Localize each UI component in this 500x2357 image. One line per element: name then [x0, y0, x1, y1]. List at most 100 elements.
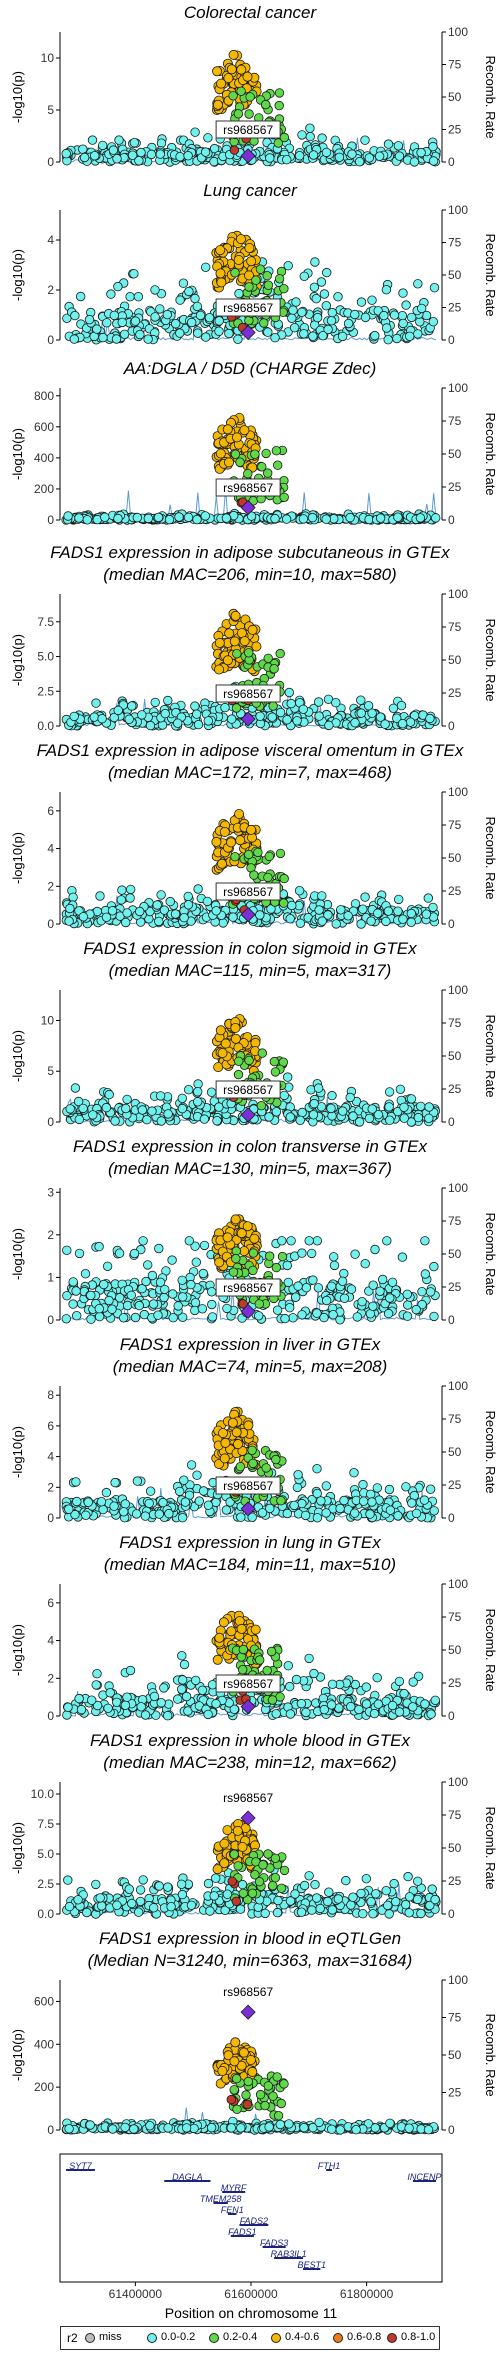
y2-tick-label: 100: [448, 1578, 468, 1591]
snp-point: [174, 1486, 185, 1497]
snp-point: [221, 1505, 232, 1515]
y2-tick-label: 100: [448, 382, 468, 395]
snp-point: [177, 1312, 188, 1323]
snp-point: [211, 836, 222, 847]
snp-point: [112, 154, 122, 164]
snp-point: [273, 138, 284, 148]
snp-point: [421, 909, 432, 919]
snp-point: [395, 1084, 406, 1095]
snp-point: [257, 1048, 268, 1058]
snp-point: [367, 1104, 377, 1114]
snp-point: [222, 1825, 233, 1836]
snp-point: [409, 157, 420, 167]
snp-point: [109, 712, 119, 723]
y-tick-label: 5.0: [37, 650, 54, 664]
y-axis-title: -log10(p): [10, 1426, 25, 1478]
snp-point: [291, 1674, 302, 1685]
snp-point: [274, 100, 284, 111]
snp-point: [367, 1497, 377, 1507]
snp-point: [312, 1893, 322, 1903]
snp-point: [163, 1699, 174, 1709]
snp-point: [266, 904, 276, 914]
y-tick-label: 1: [47, 1270, 54, 1284]
snp-point: [246, 256, 257, 267]
y2-axis-title: Recomb. Rate: [483, 412, 498, 495]
snp-point: [294, 150, 305, 161]
snp-point: [219, 1858, 230, 1869]
lead-snp-marker: [240, 1303, 256, 1320]
snp-point: [282, 1260, 293, 1271]
snp-point: [231, 432, 242, 443]
y2-tick-label: 50: [448, 1643, 462, 1657]
snp-point: [396, 2122, 407, 2132]
snp-point: [270, 1067, 281, 1077]
snp-point: [309, 282, 320, 293]
chart-panel: FADS1 expression in colon sigmoid in GTE…: [0, 936, 500, 1136]
y2-tick-label: 0: [448, 1313, 455, 1327]
snp-point: [265, 1503, 275, 1514]
y-tick-label: 600: [34, 420, 54, 434]
snp-point: [232, 1439, 243, 1450]
snp-point: [68, 1299, 78, 1309]
snp-point: [233, 1069, 244, 1080]
snp-point: [250, 449, 260, 459]
snp-point: [354, 1704, 364, 1715]
snp-point: [273, 1895, 283, 1906]
lead-snp-box: [215, 1476, 281, 1495]
snp-point: [183, 1084, 194, 1095]
snp-point: [235, 457, 245, 467]
snp-point: [130, 316, 141, 326]
y2-tick-label: 100: [448, 1776, 468, 1789]
y2-axis-title: Recomb. Rate: [483, 1212, 498, 1295]
snp-point: [181, 1691, 192, 1702]
snp-point: [312, 1513, 323, 1523]
snp-point: [429, 282, 440, 293]
snp-point: [233, 255, 244, 266]
snp-point: [101, 1487, 112, 1498]
snp-point: [263, 468, 273, 478]
snp-point: [429, 1261, 439, 1272]
snp-point: [356, 1888, 366, 1899]
snp-point: [186, 1279, 196, 1290]
y-axis-title: -log10(p): [10, 1030, 25, 1082]
snp-point: [401, 1899, 411, 1910]
chart-subtitle: (median MAC=115, min=5, max=317): [108, 961, 392, 980]
y2-axis-title: Recomb. Rate: [483, 816, 498, 899]
snp-point: [229, 145, 240, 155]
snp-point: [428, 316, 439, 327]
snp-point: [352, 1312, 363, 1322]
snp-point: [398, 318, 408, 329]
snp-point: [309, 1668, 319, 1679]
snp-point: [277, 1236, 287, 1246]
snp-point: [195, 310, 206, 321]
snp-point: [314, 905, 324, 915]
snp-point: [135, 329, 145, 340]
snp-point: [284, 687, 295, 698]
snp-point: [341, 1875, 351, 1886]
snp-point: [217, 1048, 228, 1059]
lead-snp-label: rs968567: [223, 1479, 273, 1493]
snp-point: [356, 708, 366, 718]
y2-tick-label: 75: [448, 1808, 462, 1822]
snp-point: [74, 1114, 85, 1125]
snp-point: [223, 73, 234, 84]
snp-point: [416, 1908, 426, 1919]
snp-point: [312, 312, 323, 323]
snp-point: [289, 1500, 299, 1511]
snp-point: [322, 267, 332, 278]
snp-point: [231, 1253, 241, 1264]
snp-point: [110, 1116, 120, 1126]
snp-point: [97, 140, 108, 151]
snp-point: [183, 150, 193, 161]
snp-point: [159, 1292, 169, 1303]
snp-point: [199, 1114, 210, 1124]
snp-point: [378, 1274, 388, 1285]
snp-point: [337, 1276, 348, 1287]
snp-point: [308, 1110, 319, 1120]
snp-point: [91, 1879, 101, 1890]
snp-point: [154, 1881, 164, 1891]
y-tick-label: 2: [47, 283, 54, 297]
snp-point: [392, 333, 402, 344]
lead-snp-marker: [240, 1810, 256, 1826]
